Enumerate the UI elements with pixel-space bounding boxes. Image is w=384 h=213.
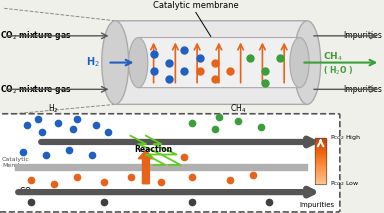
Text: CO$_2$ mixture gas: CO$_2$ mixture gas (0, 83, 71, 96)
Text: CH$_4$: CH$_4$ (323, 50, 343, 63)
Text: P$_{CO2}$ High: P$_{CO2}$ High (330, 133, 361, 142)
Text: CO$_2$ mixture gas: CO$_2$ mixture gas (0, 29, 71, 42)
FancyBboxPatch shape (138, 37, 300, 88)
Text: Impurities: Impurities (299, 202, 334, 208)
Text: Impurities: Impurities (343, 31, 382, 40)
Text: Reaction: Reaction (134, 145, 173, 154)
FancyBboxPatch shape (0, 114, 340, 212)
Text: P$_{CO2}$ Low: P$_{CO2}$ Low (330, 179, 360, 188)
FancyBboxPatch shape (115, 21, 307, 104)
Text: ( H$_2$O ): ( H$_2$O ) (323, 65, 353, 77)
Ellipse shape (290, 37, 309, 88)
Text: Catalytic
Membrane: Catalytic Membrane (2, 157, 36, 168)
Text: Catalytic membrane: Catalytic membrane (153, 1, 239, 10)
Text: H$_2$: H$_2$ (86, 56, 100, 69)
Text: Impurities: Impurities (343, 85, 382, 94)
Ellipse shape (294, 21, 321, 104)
Ellipse shape (129, 37, 148, 88)
FancyArrow shape (138, 150, 154, 184)
Text: CO$_2$: CO$_2$ (19, 186, 35, 198)
Text: H$_2$: H$_2$ (48, 102, 59, 115)
Text: CH$_4$: CH$_4$ (230, 102, 246, 115)
Ellipse shape (102, 21, 129, 104)
